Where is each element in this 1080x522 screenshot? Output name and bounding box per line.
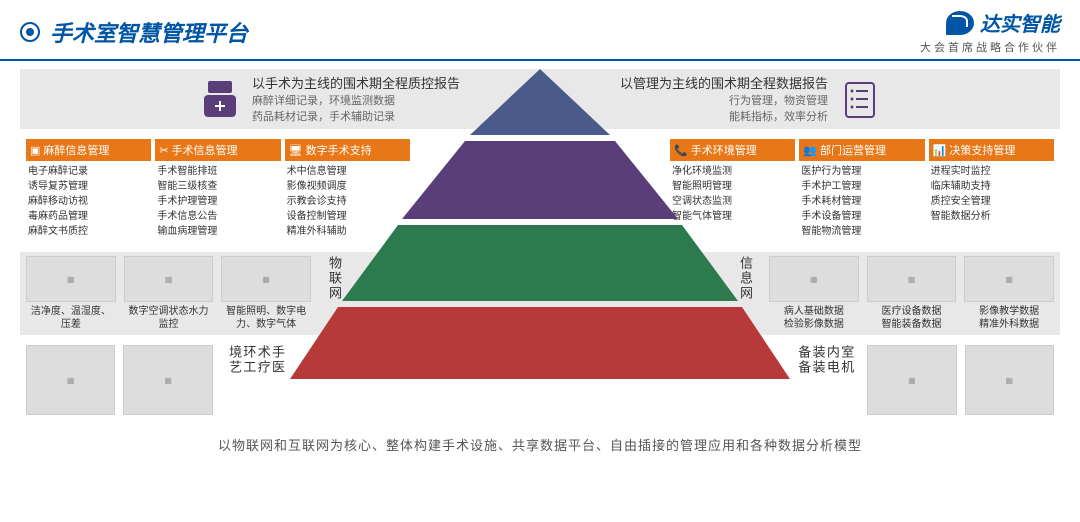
iot-label: 数字空调状态水力监控	[124, 305, 214, 331]
iot-label: 医疗设备数据智能装备数据	[867, 305, 957, 331]
pyramid-l3: 智能集成数据处理平台 ( 数据基础 )	[350, 223, 730, 295]
pyramid-l1: 管理驾驶舱	[470, 73, 610, 133]
logo-area: 达实智能 大会首席战略合作伙伴	[920, 8, 1060, 55]
logo: 达实智能	[920, 8, 1060, 37]
footer-text: 以物联网和互联网为核心、整体构建手术设施、共享数据平台、自由插接的管理应用和各种…	[0, 429, 1080, 460]
module-header: ▣麻醉信息管理	[26, 139, 151, 161]
header: 手术室智慧管理平台 达实智能 大会首席战略合作伙伴	[0, 0, 1080, 61]
report-line: 药品耗材记录，手术辅助记录	[252, 110, 460, 125]
base-left: ▦ ▦ 手医术疗环工境艺	[20, 341, 290, 423]
module: 👥部门运营管理医护行为管理手术护工管理手术耗材管理手术设备管理智能物流管理	[799, 139, 924, 242]
pyramid-l4: 手术场所及装备物联化 ( 建设基础 )	[290, 305, 790, 375]
module-header: 👥部门运营管理	[799, 139, 924, 161]
logo-subtitle: 大会首席战略合作伙伴	[920, 39, 1060, 55]
module-items: 医护行为管理手术护工管理手术耗材管理手术设备管理智能物流管理	[799, 161, 924, 242]
iot-item: ▦ 医疗设备数据智能装备数据	[867, 256, 957, 331]
module-header: 📞手术环境管理	[670, 139, 795, 161]
clipboard-icon	[838, 77, 882, 121]
report-line: 麻醉详细记录，环境监测数据	[252, 94, 460, 109]
iot-item: ▦ 洁净度、温湿度、压差	[26, 256, 116, 331]
placeholder-image: ▦	[124, 256, 214, 302]
title-wrap: 手术室智慧管理平台	[20, 16, 248, 48]
equip-label: 室机内电装装备备	[790, 345, 859, 419]
page-title: 手术室智慧管理平台	[50, 16, 248, 48]
iot-label: 洁净度、温湿度、压差	[26, 305, 116, 331]
data-icon	[527, 228, 553, 254]
medkit-icon	[527, 309, 553, 335]
module: ✂手术信息管理手术智能排班智能三级核查手术护理管理手术信息公告输血病理管理	[155, 139, 280, 242]
iot-item: ▦ 影像教学数据精准外科数据	[964, 256, 1054, 331]
module-items: 进程实时监控临床辅助支持质控安全管理智能数据分析	[929, 161, 1054, 227]
data-report: 以管理为主线的围术期全程数据报告 行为管理，物资管理 能耗指标，效率分析	[610, 73, 892, 125]
report-title: 以管理为主线的围术期全程数据报告	[620, 73, 828, 92]
report-line: 行为管理，物资管理	[620, 94, 828, 109]
placeholder-image: ▦	[769, 256, 859, 302]
placeholder-image: ▦	[867, 345, 956, 415]
report-left: 以手术为主线的围术期全程质控报告 麻醉详细记录，环境监测数据 药品耗材记录，手术…	[20, 69, 470, 129]
module-items: 电子麻醉记录诱导复苏管理麻醉移动访视毒麻药品管理麻醉文书质控	[26, 161, 151, 242]
placeholder-image: ▦	[26, 345, 115, 415]
brain-icon	[527, 79, 553, 105]
module-header: 📊决策支持管理	[929, 139, 1054, 161]
module: 📊决策支持管理进程实时监控临床辅助支持质控安全管理智能数据分析	[929, 139, 1054, 242]
module-items: 净化环境监测智能照明管理空调状态监测智能气体管理	[670, 161, 795, 227]
qc-report: 以手术为主线的围术期全程质控报告 麻醉详细记录，环境监测数据 药品耗材记录，手术…	[188, 73, 470, 125]
monitor-icon	[527, 152, 553, 178]
report-right: 以管理为主线的围术期全程数据报告 行为管理，物资管理 能耗指标，效率分析	[610, 69, 1060, 129]
module-header: ✂手术信息管理	[155, 139, 280, 161]
base-right: 室机内电装装备备 ▦ ▦	[790, 341, 1060, 423]
placeholder-image: ▦	[965, 345, 1054, 415]
doctor-icon	[198, 77, 242, 121]
module-header: 🖥数字手术支持	[285, 139, 410, 161]
module-items: 手术智能排班智能三级核查手术护理管理手术信息公告输血病理管理	[155, 161, 280, 242]
placeholder-image: ▦	[867, 256, 957, 302]
iot-item: ▦ 数字空调状态水力监控	[124, 256, 214, 331]
iot-label: 影像教学数据精准外科数据	[964, 305, 1054, 331]
placeholder-image: ▦	[221, 256, 311, 302]
bullseye-icon	[20, 22, 40, 42]
pyramid-l2: 围术期业务应用	[410, 139, 670, 213]
module: ▣麻醉信息管理电子麻醉记录诱导复苏管理麻醉移动访视毒麻药品管理麻醉文书质控	[26, 139, 151, 242]
placeholder-image: ▦	[26, 256, 116, 302]
env-label: 手医术疗环工境艺	[221, 345, 290, 419]
logo-icon	[946, 11, 974, 35]
placeholder-image: ▦	[123, 345, 212, 415]
report-line: 能耗指标，效率分析	[620, 110, 828, 125]
report-title: 以手术为主线的围术期全程质控报告	[252, 73, 460, 92]
logo-text: 达实智能	[980, 8, 1060, 37]
main-diagram: 以手术为主线的围术期全程质控报告 麻醉详细记录，环境监测数据 药品耗材记录，手术…	[0, 61, 1080, 423]
placeholder-image: ▦	[964, 256, 1054, 302]
